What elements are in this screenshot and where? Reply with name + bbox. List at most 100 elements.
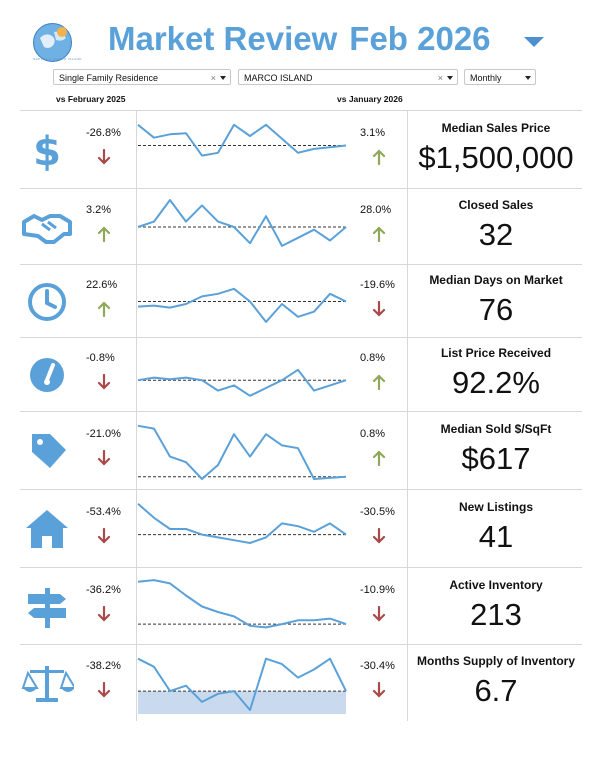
page-title: Market Review Feb 2026	[108, 20, 491, 58]
metric-label: Active Inventory	[449, 578, 543, 592]
spark-line	[137, 199, 347, 247]
column-divider-left	[136, 111, 137, 721]
sparkline	[137, 368, 347, 397]
area-value: MARCO ISLAND	[244, 73, 313, 83]
column-divider-right	[407, 111, 408, 721]
metric-row: 22.6% -19.6% Median Days on Market 76	[20, 265, 582, 338]
gauge-icon	[30, 358, 64, 392]
sparkline	[137, 657, 347, 714]
metric-label: Closed Sales	[458, 198, 534, 212]
chevron-down-icon	[220, 76, 226, 80]
spark-band	[138, 691, 346, 714]
metric-value: 6.7	[474, 673, 518, 708]
row-divider	[20, 644, 582, 645]
yoy-change: -53.4%	[86, 506, 121, 518]
spark-line	[137, 424, 347, 480]
handshake-icon	[22, 214, 72, 244]
mom-change: -30.4%	[360, 660, 395, 672]
metric-label: Median Days on Market	[429, 273, 563, 287]
metric-value: 32	[478, 217, 514, 252]
metric-label: List Price Received	[440, 346, 552, 360]
clear-property-type-icon[interactable]: ×	[210, 73, 216, 83]
yoy-change: -26.8%	[86, 127, 121, 139]
row-divider	[20, 489, 582, 490]
metric-value: $617	[461, 441, 531, 476]
sparkline	[137, 503, 347, 544]
yoy-up-arrow-icon	[97, 301, 111, 317]
metric-row: 3.2% 28.0% Closed Sales 32	[20, 189, 582, 265]
metric-row: $ -26.8% 3.1% Median Sales Price $1,500,000	[20, 111, 582, 189]
mom-up-arrow-icon	[372, 450, 386, 466]
logo-icon	[33, 23, 72, 62]
yoy-change: -38.2%	[86, 660, 121, 672]
yoy-change: 22.6%	[86, 279, 118, 291]
yoy-down-arrow-icon	[97, 528, 111, 544]
scale-icon	[21, 666, 74, 702]
metric-row: -36.2% -10.9% Active Inventory 213	[20, 568, 582, 645]
metric-label: New Listings	[458, 500, 533, 514]
yoy-down-arrow-icon	[97, 682, 111, 698]
mom-change: -19.6%	[360, 279, 395, 291]
mom-up-arrow-icon	[372, 226, 386, 242]
compare-right-label: vs January 2026	[337, 94, 403, 104]
mom-down-arrow-icon	[372, 528, 386, 544]
metric-row: -0.8% 0.8% List Price Received 92.2%	[20, 338, 582, 412]
sparkline	[137, 579, 347, 629]
mom-change: 3.1%	[360, 127, 386, 139]
mom-down-arrow-icon	[372, 682, 386, 698]
spark-line	[137, 657, 347, 711]
metric-value: 41	[478, 519, 514, 554]
sparkline	[137, 287, 347, 323]
yoy-change: -36.2%	[86, 584, 121, 596]
area-select[interactable]: MARCO ISLAND ×	[238, 69, 458, 85]
mom-change: 0.8%	[360, 428, 386, 440]
header-divider	[20, 110, 582, 111]
metric-label: Months Supply of Inventory	[417, 654, 575, 668]
spark-line	[137, 287, 347, 323]
metric-label: Median Sales Price	[441, 121, 551, 135]
yoy-up-arrow-icon	[97, 226, 111, 242]
sparkline	[137, 199, 347, 247]
mom-change: 28.0%	[360, 204, 392, 216]
row-divider	[20, 337, 582, 338]
compare-left-label: vs February 2025	[56, 94, 126, 104]
yoy-down-arrow-icon	[97, 450, 111, 466]
metric-row: -38.2% -30.4% Months Supply of Inventory 6.…	[20, 645, 582, 721]
mom-change: -30.5%	[360, 506, 395, 518]
metric-label: Median Sold $/SqFt	[440, 422, 552, 436]
row-divider	[20, 567, 582, 568]
clear-area-icon[interactable]: ×	[437, 73, 443, 83]
frequency-value: Monthly	[470, 73, 502, 83]
sparkline	[137, 123, 347, 157]
dollar-icon: $	[33, 129, 61, 175]
price-tag-icon	[32, 434, 66, 468]
yoy-down-arrow-icon	[97, 606, 111, 622]
house-icon	[26, 510, 68, 548]
period-dropdown-caret-icon[interactable]	[524, 37, 544, 47]
chevron-down-icon	[525, 76, 531, 80]
metric-value: 92.2%	[452, 365, 540, 400]
yoy-change: -0.8%	[86, 352, 115, 364]
frequency-select[interactable]: Monthly	[464, 69, 536, 85]
clock-icon	[28, 283, 66, 321]
mom-change: -10.9%	[360, 584, 395, 596]
yoy-down-arrow-icon	[97, 149, 111, 165]
row-divider	[20, 411, 582, 412]
mom-up-arrow-icon	[372, 149, 386, 165]
spark-line	[137, 368, 347, 397]
property-type-select[interactable]: Single Family Residence ×	[53, 69, 231, 85]
property-type-value: Single Family Residence	[59, 73, 159, 83]
row-divider	[20, 264, 582, 265]
chevron-down-icon	[447, 76, 453, 80]
mom-down-arrow-icon	[372, 606, 386, 622]
metric-value: 76	[478, 292, 514, 327]
spark-line	[137, 579, 347, 629]
metric-value: $1,500,000	[418, 140, 574, 175]
yoy-change: -21.0%	[86, 428, 121, 440]
mom-up-arrow-icon	[372, 374, 386, 390]
yoy-down-arrow-icon	[97, 374, 111, 390]
mom-down-arrow-icon	[372, 301, 386, 317]
signpost-icon	[28, 588, 66, 628]
title-period: Feb 2026	[349, 20, 491, 57]
mom-change: 0.8%	[360, 352, 386, 364]
